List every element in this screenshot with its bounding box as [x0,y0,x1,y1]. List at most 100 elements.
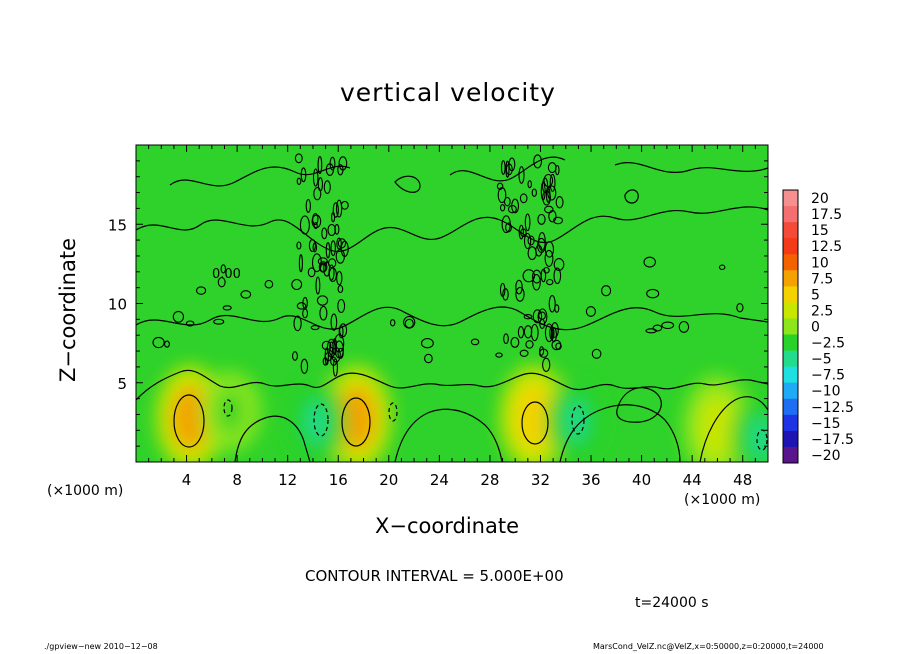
turbulent-contour [549,325,555,340]
turbulent-contour [678,320,690,333]
colorbar-label: 15 [811,223,829,239]
turbulent-contour [319,305,328,321]
colorbar-label: 12.5 [811,239,842,255]
turbulent-contour [544,205,554,214]
turbulent-contour [502,288,509,301]
turbulent-contour [329,346,334,356]
turbulent-contour [544,249,554,267]
colorbar-segment [783,238,798,255]
colorbar-label: −10 [811,384,841,400]
turbulent-contour [652,324,663,332]
turbulent-contour [330,313,338,331]
turbulent-contour [310,325,320,331]
contour-line-negative [571,405,585,435]
colorbar-label: 10 [811,255,829,271]
turbulent-contour [185,320,195,327]
turbulent-contour [530,323,539,342]
colorbar-label: −15 [811,416,841,432]
turbulent-contour [718,264,726,271]
downdraft-cell [219,389,242,434]
turbulent-contour [543,266,550,274]
turbulent-contour [519,349,529,357]
colorbar-segment [783,254,798,271]
turbulent-contour [308,238,316,253]
turbulent-contour [213,318,225,325]
turbulent-contour [403,315,416,329]
turbulent-contour [524,213,531,232]
turbulent-contour [292,351,298,361]
turbulent-contour [549,173,556,192]
contour-line-zero [616,387,662,423]
turbulent-contour [322,356,328,366]
colorbar-segment [783,398,798,416]
colorbar-label: 0 [811,320,820,336]
turbulent-contour [547,162,557,174]
turbulent-contour [337,298,346,314]
turbulent-contour [537,213,546,225]
x-axis-unit-left: (×1000 m) [47,483,124,499]
colorbar-segment [783,318,798,336]
turbulent-contour [325,242,331,259]
turbulent-contour [646,288,660,299]
turbulent-contour [470,338,480,346]
turbulent-contour [544,241,555,258]
colorbar-label: −17.5 [811,432,854,448]
colorbar-segment [783,222,798,239]
contour-line-positive [521,401,549,445]
contour-line-zero [136,206,768,253]
turbulent-contour [499,204,506,212]
turbulent-contour [555,196,564,209]
colorbar-segment [783,366,798,384]
turbulent-contour [522,269,536,283]
contour-line-positive [173,394,205,448]
updraft-cell [698,395,737,460]
turbulent-contour [537,308,548,325]
downdraft-cell [305,400,328,445]
turbulent-contour [291,278,303,291]
colorbar-segment [783,446,798,464]
turbulent-contour [312,168,319,187]
x-tick-label: 4 [182,471,192,489]
colorbar-label: 5 [811,287,820,303]
turbulent-contour [296,177,302,185]
colorbar-segment [783,286,798,303]
footer-source: MarsCond_VelZ.nc@VelZ,x=0:50000,z=0:2000… [593,642,824,651]
turbulent-contour [547,185,557,201]
turbulent-contour [510,336,520,348]
turbulent-contour [527,235,535,246]
contour-line-zero [559,404,681,462]
turbulent-contour [330,240,336,257]
updraft-cell [338,385,377,450]
x-tick-label: 8 [232,471,242,489]
downdraft-cell [564,398,587,443]
turbulent-contour [321,227,328,240]
turbulent-contour [240,290,252,299]
turbulent-contour [323,180,331,194]
turbulent-contour [311,253,322,273]
colorbar-segment [783,206,798,223]
colorbar-label: −12.5 [811,400,854,416]
turbulent-contour [533,154,543,169]
x-axis-label: X−coordinate [375,514,519,538]
turbulent-contour [424,353,433,364]
turbulent-contour [645,328,657,334]
colorbar-segment [783,190,798,207]
turbulent-contour [497,187,507,204]
turbulent-contour [298,254,303,273]
x-tick-label: 24 [430,471,449,489]
contour-interval-label: CONTOUR INTERVAL = 5.000E+00 [305,567,564,585]
turbulent-contour [317,257,328,266]
turbulent-contour [305,198,311,213]
colorbar-frame [782,189,799,464]
turbulent-contour [172,310,185,323]
turbulent-contour [515,279,523,295]
turbulent-contour [511,198,520,214]
turbulent-contour [321,340,332,351]
contour-line-zero [136,306,768,331]
turbulent-contour [164,340,170,348]
turbulent-contour [543,173,554,188]
contour-line-zero [449,156,566,182]
colorbar-segment [783,414,798,432]
turbulent-contour [591,348,602,359]
x-tick-label: 48 [733,471,752,489]
